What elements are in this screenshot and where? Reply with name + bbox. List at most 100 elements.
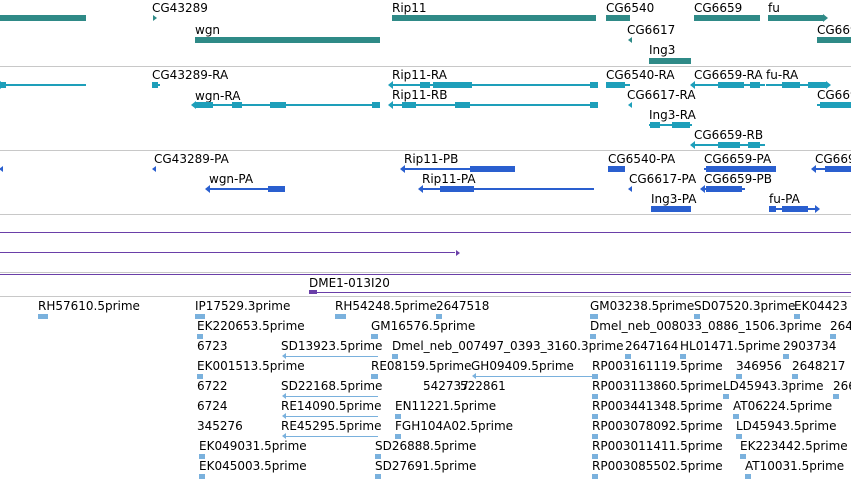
exon-block[interactable] — [808, 82, 826, 88]
wgn-gene[interactable] — [195, 37, 380, 43]
cg6617-ra-label[interactable]: CG6617-RA — [627, 88, 696, 102]
exon-block[interactable] — [672, 122, 690, 128]
2903734-label[interactable]: 2903734 — [783, 339, 837, 353]
exon-block[interactable] — [718, 142, 740, 148]
rp003161119-5prime-feature[interactable] — [592, 374, 598, 379]
exon-block[interactable] — [270, 102, 286, 108]
rp003085502-5prime-feature[interactable] — [592, 474, 598, 479]
rh54248-5prime-label[interactable]: RH54248.5prime — [335, 299, 437, 313]
hl01471-5prime-label[interactable]: HL01471.5prime — [680, 339, 781, 353]
346956-feature[interactable] — [736, 374, 742, 379]
fgh104a02-5prime-label[interactable]: FGH104A02.5prime — [395, 419, 514, 433]
clone-line-top[interactable] — [0, 274, 851, 275]
at06224-5prime-feature[interactable] — [733, 414, 739, 419]
exon-block[interactable] — [606, 82, 625, 88]
cg6659-gene[interactable] — [694, 15, 760, 21]
fu-pa-label[interactable]: fu-PA — [769, 192, 800, 206]
exon-block[interactable] — [718, 82, 744, 88]
cg669-label[interactable]: CG669 — [817, 23, 851, 37]
ld45943-5prime-feature[interactable] — [736, 434, 742, 439]
exon-block[interactable] — [268, 186, 285, 192]
ing3-ra-label[interactable]: Ing3-RA — [649, 108, 696, 122]
rip11-pa-label[interactable]: Rip11-PA — [422, 172, 476, 186]
sd27691-5prime-feature[interactable] — [375, 474, 381, 479]
cg6659-pa-label[interactable]: CG6659-PA — [704, 152, 772, 166]
gm03238-5prime-label[interactable]: GM03238.5prime — [590, 299, 695, 313]
ek045003-5prime-label[interactable]: EK045003.5prime — [199, 459, 307, 473]
cg6540-gene[interactable] — [606, 15, 630, 21]
6724-label[interactable]: 6724 — [197, 399, 228, 413]
exon-block[interactable] — [433, 82, 472, 88]
cg6540-pa-protein[interactable] — [608, 166, 625, 172]
ing3-pa-label[interactable]: Ing3-PA — [651, 192, 697, 206]
542737-label[interactable]: 542737 — [423, 379, 469, 393]
cg669-label[interactable]: CG669 — [815, 152, 851, 166]
gm03238-5prime-feature[interactable] — [590, 314, 598, 319]
gh09409-5prime-label[interactable]: GH09409.5prime — [471, 359, 574, 373]
264-feature[interactable] — [830, 334, 836, 339]
sd13923-5prime-feature[interactable] — [285, 356, 378, 357]
ek220653-5prime-feature[interactable] — [197, 334, 203, 339]
wgn-ra-label[interactable]: wgn-RA — [195, 89, 241, 103]
ip17529-3prime-feature[interactable] — [195, 314, 205, 319]
rh57610-5prime-label[interactable]: RH57610.5prime — [38, 299, 140, 313]
rip11-ra-label[interactable]: Rip11-RA — [392, 68, 447, 82]
fu-label[interactable]: fu — [768, 1, 780, 15]
exon-block[interactable] — [470, 166, 515, 172]
rp003011411-5prime-feature[interactable] — [592, 454, 598, 459]
exon-block[interactable] — [372, 102, 380, 108]
rp003113860-5prime-label[interactable]: RP003113860.5prime — [592, 379, 723, 393]
ek04423-feature[interactable] — [794, 314, 800, 319]
fu-gene[interactable] — [768, 15, 823, 21]
rip11-ra-transcript[interactable] — [392, 84, 598, 86]
re45295-5prime-feature[interactable] — [285, 436, 378, 437]
345276-label[interactable]: 345276 — [197, 419, 243, 433]
2647518-label[interactable]: 2647518 — [436, 299, 490, 313]
ld45943-3prime-feature[interactable] — [723, 394, 729, 399]
cg6617-pa-label[interactable]: CG6617-PA — [629, 172, 697, 186]
dmel-neb-007497-0393-3160-3prime-feature[interactable] — [392, 354, 398, 359]
rip11-gene[interactable] — [392, 15, 596, 21]
ek223442-5prime-label[interactable]: EK223442.5prime — [740, 439, 848, 453]
exon-block[interactable] — [750, 82, 760, 88]
gm16576-5prime-feature[interactable] — [371, 334, 378, 339]
fgh104a02-5prime-feature[interactable] — [395, 434, 401, 439]
ek223442-5prime-feature[interactable] — [740, 454, 746, 459]
at10031-5prime-label[interactable]: AT10031.5prime — [745, 459, 845, 473]
rip11-rb-label[interactable]: Rip11-RB — [392, 88, 448, 102]
ek049031-5prime-label[interactable]: EK049031.5prime — [199, 439, 307, 453]
ek049031-5prime-feature[interactable] — [199, 454, 205, 459]
sd22168-5prime-feature[interactable] — [285, 396, 378, 397]
ek001513-5prime-label[interactable]: EK001513.5prime — [197, 359, 305, 373]
rp003078092-5prime-feature[interactable] — [592, 434, 598, 439]
cg6540-pa-label[interactable]: CG6540-PA — [608, 152, 676, 166]
2903734-feature[interactable] — [783, 354, 789, 359]
rip11-rb-transcript[interactable] — [392, 104, 598, 106]
sd26888-5prime-feature[interactable] — [375, 454, 381, 459]
gene-feature-left[interactable] — [0, 15, 86, 21]
264-label[interactable]: 264 — [830, 319, 851, 333]
dmel-neb-008033-0886-1506-3prime-feature[interactable] — [590, 334, 596, 339]
exon-block[interactable] — [590, 82, 598, 88]
2647518-feature[interactable] — [436, 314, 442, 319]
exon-block[interactable] — [748, 142, 760, 148]
re14090-5prime-label[interactable]: RE14090.5prime — [281, 399, 382, 413]
re14090-5prime-feature[interactable] — [285, 416, 378, 417]
ing3-gene[interactable] — [649, 58, 691, 64]
346956-label[interactable]: 346956 — [736, 359, 782, 373]
cg43289-label[interactable]: CG43289 — [152, 1, 208, 15]
sd07520-3prime-label[interactable]: SD07520.3prime — [694, 299, 796, 313]
rip11-label[interactable]: Rip11 — [392, 1, 427, 15]
266-feature[interactable] — [833, 394, 839, 399]
exon-block[interactable] — [825, 166, 851, 172]
exon-block[interactable] — [782, 82, 800, 88]
re08159-5prime-label[interactable]: RE08159.5prime — [371, 359, 472, 373]
exon-block[interactable] — [590, 102, 598, 108]
alignment-line-2[interactable] — [0, 252, 455, 253]
2648217-label[interactable]: 2648217 — [792, 359, 846, 373]
cg6659-ra-label[interactable]: CG6659-RA — [694, 68, 763, 82]
sd27691-5prime-label[interactable]: SD27691.5prime — [375, 459, 477, 473]
rp003085502-5prime-label[interactable]: RP003085502.5prime — [592, 459, 723, 473]
cg43289-ra-label[interactable]: CG43289-RA — [152, 68, 229, 82]
ek045003-5prime-feature[interactable] — [199, 474, 205, 479]
